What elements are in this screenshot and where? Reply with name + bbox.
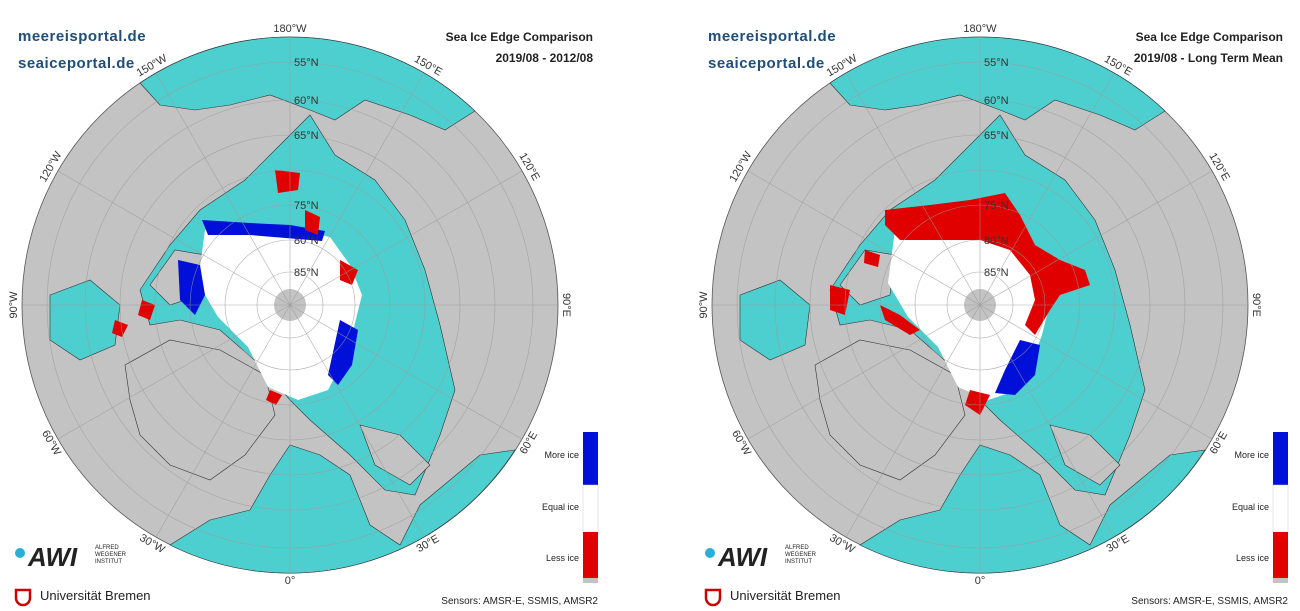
awi-name: ALFRED (785, 545, 809, 551)
latitude-label: 75°N (294, 200, 319, 212)
longitude-label: 90°W (698, 291, 710, 319)
longitude-label: 90°W (8, 291, 20, 319)
site-link: seaiceportal.de (708, 55, 825, 72)
legend-label: Equal ice (542, 502, 579, 512)
latitude-label: 55°N (984, 57, 1009, 69)
awi-name: WEGENER (95, 552, 127, 558)
latitude-label: 60°N (294, 95, 319, 107)
legend-label: Less ice (546, 553, 579, 563)
map-panel: meereisportal.de seaiceportal.de Sea Ice E… (698, 23, 1289, 607)
longitude-label: 0° (285, 575, 296, 587)
awi-name: ALFRED (95, 545, 119, 551)
latitude-label: 65°N (294, 130, 319, 142)
awi-dot (705, 548, 715, 558)
map-subtitle: 2019/08 - 2012/08 (496, 51, 594, 65)
latitude-label: 85°N (294, 267, 319, 279)
university: Universität Bremen (730, 588, 841, 603)
latitude-label: 55°N (294, 57, 319, 69)
legend-label: Less ice (1236, 553, 1269, 563)
longitude-label: 180°W (963, 23, 997, 35)
awi-logo: AWI (717, 542, 768, 572)
longitude-label: 0° (975, 575, 986, 587)
awi-name: WEGENER (785, 552, 817, 558)
longitude-label: 90°E (1250, 293, 1262, 317)
map-title: Sea Ice Edge Comparison (1136, 30, 1283, 44)
sensors: Sensors: AMSR-E, SSMIS, AMSR2 (1131, 596, 1288, 607)
latitude-label: 80°N (294, 235, 319, 247)
map-subtitle: 2019/08 - Long Term Mean (1134, 51, 1283, 65)
longitude-label: 90°E (560, 293, 572, 317)
map-panel: meereisportal.de seaiceportal.de Sea Ice E… (8, 23, 599, 607)
latitude-label: 85°N (984, 267, 1009, 279)
latitude-label: 65°N (984, 130, 1009, 142)
site-link: meereisportal.de (18, 28, 146, 45)
latitude-label: 75°N (984, 200, 1009, 212)
awi-name: INSTITUT (785, 559, 812, 565)
sensors: Sensors: AMSR-E, SSMIS, AMSR2 (441, 596, 598, 607)
awi-dot (15, 548, 25, 558)
awi-name: INSTITUT (95, 559, 122, 565)
map-title: Sea Ice Edge Comparison (446, 30, 593, 44)
awi-logo: AWI (27, 542, 78, 572)
latitude-label: 60°N (984, 95, 1009, 107)
latitude-label: 80°N (984, 235, 1009, 247)
university: Universität Bremen (40, 588, 151, 603)
legend-label: More ice (1234, 450, 1269, 460)
site-link: meereisportal.de (708, 28, 836, 45)
legend-label: More ice (544, 450, 579, 460)
site-link: seaiceportal.de (18, 55, 135, 72)
legend-label: Equal ice (1232, 502, 1269, 512)
longitude-label: 180°W (273, 23, 307, 35)
